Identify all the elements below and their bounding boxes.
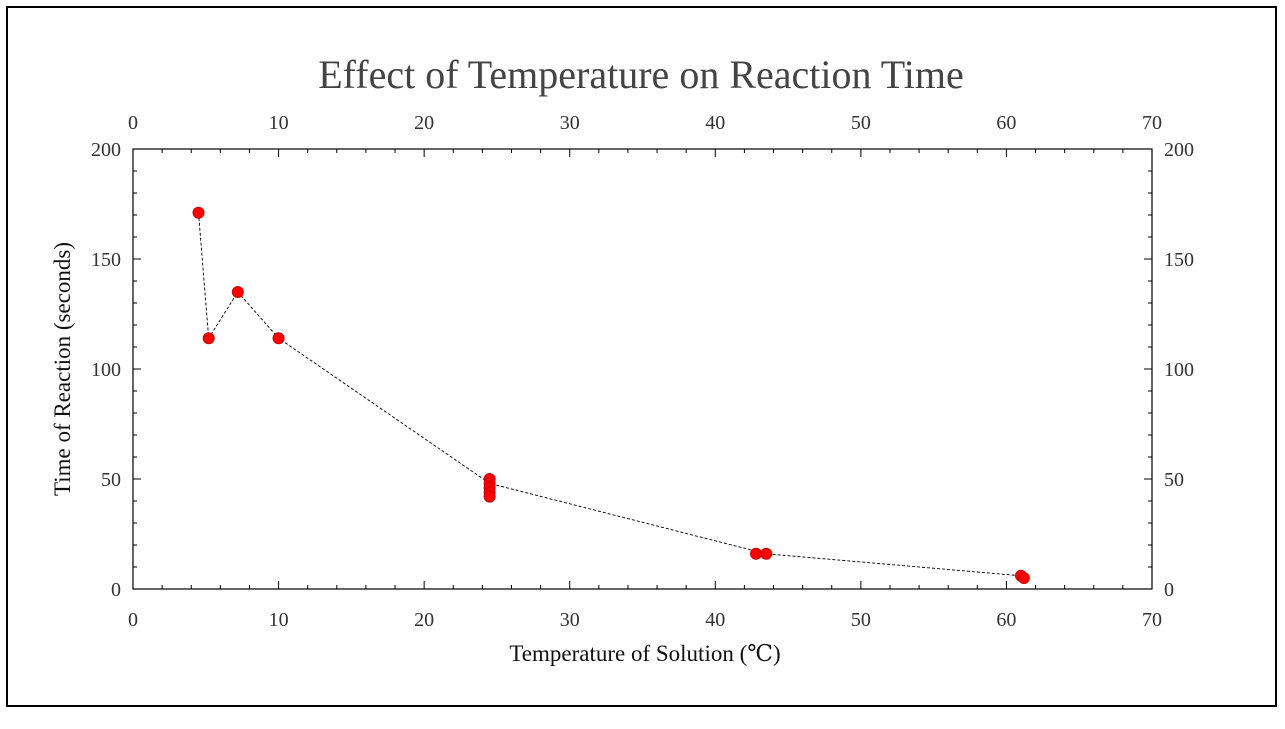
y-tick-label-left: 150	[91, 249, 121, 271]
data-point	[272, 332, 285, 345]
x-tick-label-top: 10	[269, 112, 289, 134]
y-tick-label-left: 200	[91, 139, 121, 161]
x-tick-label-top: 50	[851, 112, 871, 134]
data-point	[750, 547, 763, 560]
y-tick-label-right: 200	[1164, 139, 1194, 161]
x-tick-label-top: 20	[414, 112, 434, 134]
x-tick-label-bottom: 0	[128, 609, 138, 631]
x-tick-label-top: 0	[128, 112, 138, 134]
x-tick-label-bottom: 10	[269, 609, 289, 631]
x-tick-label-top: 40	[705, 112, 725, 134]
x-tick-label-bottom: 50	[851, 609, 871, 631]
chart-frame	[6, 6, 1277, 707]
y-tick-label-right: 100	[1164, 359, 1194, 381]
data-point	[231, 286, 244, 298]
y-tick-label-left: 0	[111, 579, 121, 601]
y-axis-label: Time of Reaction (seconds)	[50, 242, 75, 496]
y-tick-label-right: 50	[1164, 469, 1184, 491]
x-tick-label-bottom: 20	[414, 609, 434, 631]
x-axis-label: Temperature of Solution (℃)	[509, 641, 780, 666]
plot-border	[132, 148, 1153, 590]
y-tick-label-right: 0	[1164, 579, 1174, 601]
y-tick-label-right: 150	[1164, 249, 1194, 271]
x-tick-label-bottom: 60	[996, 609, 1016, 631]
series-line	[198, 212, 1022, 577]
x-tick-label-bottom: 70	[1142, 609, 1162, 631]
y-tick-label-left: 50	[101, 469, 121, 491]
chart-title: Effect of Temperature on Reaction Time	[318, 52, 964, 97]
y-tick-label-left: 100	[91, 359, 121, 381]
x-tick-label-top: 30	[560, 112, 580, 134]
data-point	[192, 206, 205, 219]
x-tick-label-bottom: 40	[705, 609, 725, 631]
data-point	[1017, 572, 1030, 584]
data-point	[760, 547, 773, 560]
x-tick-label-bottom: 30	[560, 609, 580, 631]
x-tick-label-top: 60	[996, 112, 1016, 134]
data-point	[202, 332, 215, 345]
x-tick-label-top: 70	[1142, 112, 1162, 134]
data-point	[483, 490, 496, 503]
